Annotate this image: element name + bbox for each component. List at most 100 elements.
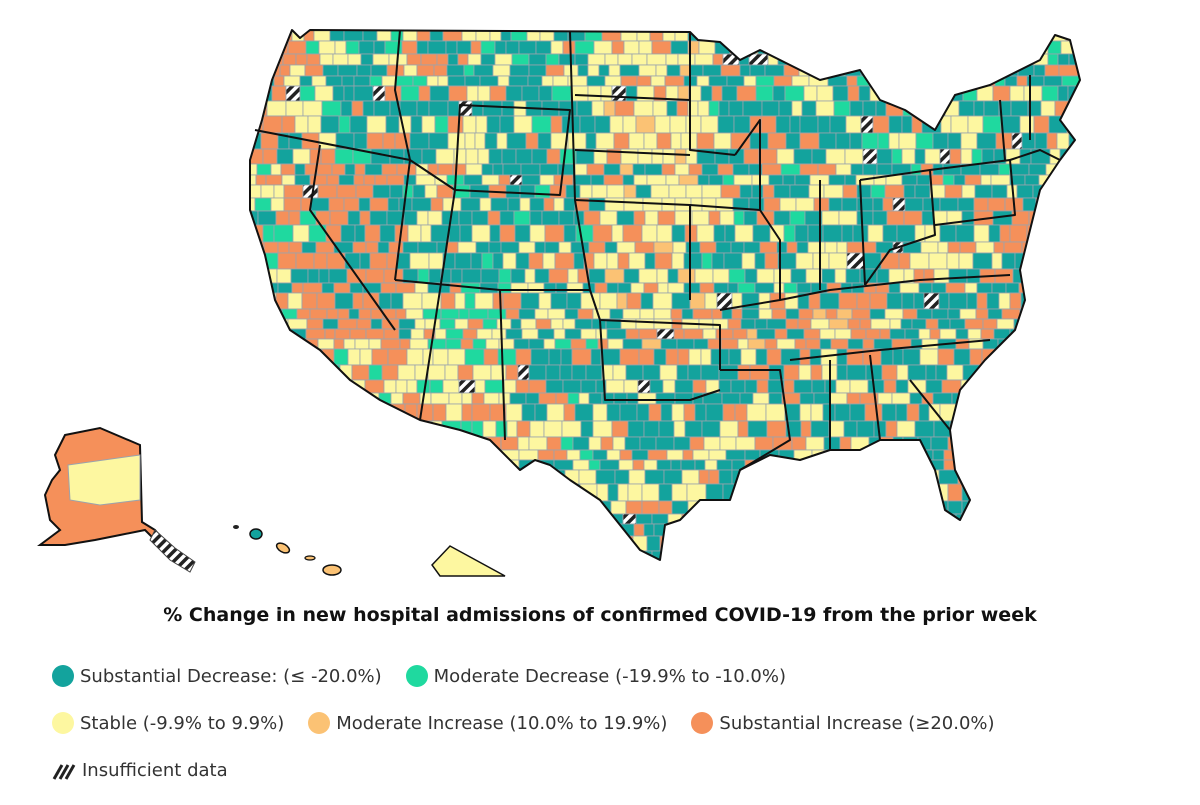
county-cell-substantial-decrease bbox=[276, 148, 294, 165]
county-cell-stable bbox=[478, 535, 493, 552]
county-cell-substantial-increase bbox=[692, 308, 713, 320]
county-cell-substantial-increase bbox=[847, 318, 861, 330]
county-cell-stable bbox=[257, 318, 270, 330]
county-cell-substantial-decrease bbox=[980, 364, 993, 381]
county-cell-moderate-increase bbox=[828, 318, 849, 330]
county-cell-stable bbox=[506, 420, 518, 438]
county-cell-stable bbox=[438, 459, 450, 471]
county-cell-substantial-decrease bbox=[364, 163, 383, 176]
county-cell-substantial-decrease bbox=[986, 292, 1000, 310]
county-cell-stable bbox=[430, 392, 450, 405]
county-cell-substantial-increase bbox=[883, 379, 897, 394]
county-cell-substantial-increase bbox=[878, 483, 893, 502]
county-cell-stable bbox=[580, 292, 601, 310]
county-cell-substantial-decrease bbox=[892, 513, 909, 525]
county-map bbox=[37, 29, 1081, 577]
county-cell-substantial-increase bbox=[864, 403, 883, 422]
county-cell-substantial-increase bbox=[292, 379, 312, 394]
county-cell-substantial-increase bbox=[516, 420, 531, 438]
county-cell-substantial-decrease bbox=[852, 224, 869, 243]
county-cell-insufficient bbox=[846, 252, 865, 270]
county-cell-stable bbox=[587, 85, 602, 102]
county-cell-substantial-decrease bbox=[974, 184, 993, 199]
county-cell-substantial-decrease bbox=[550, 292, 568, 310]
county-cell-stable bbox=[317, 338, 335, 350]
county-cell-stable bbox=[550, 318, 564, 330]
county-cell-substantial-decrease bbox=[553, 30, 569, 42]
county-cell-moderate-decrease bbox=[780, 163, 801, 176]
county-cell-stable bbox=[628, 132, 645, 150]
county-cell-stable bbox=[462, 115, 477, 134]
state-boundaries bbox=[249, 29, 1081, 561]
county-cell-substantial-decrease bbox=[907, 364, 927, 381]
county-cell-substantial-decrease bbox=[505, 40, 520, 55]
county-cell-substantial-decrease bbox=[574, 403, 594, 422]
county-cell-moderate-decrease bbox=[971, 148, 983, 165]
county-cell-substantial-decrease bbox=[644, 252, 656, 270]
county-cell-stable bbox=[489, 483, 504, 502]
county-cell-substantial-decrease bbox=[776, 241, 788, 254]
county-cell-stable bbox=[1043, 252, 1064, 270]
county-cell-substantial-decrease bbox=[585, 132, 597, 150]
county-cell-substantial-increase bbox=[670, 308, 683, 320]
county-cell-moderate-increase bbox=[677, 268, 696, 284]
county-cell-stable bbox=[489, 30, 502, 42]
county-cell-substantial-increase bbox=[404, 436, 417, 451]
county-cell-stable bbox=[696, 75, 710, 87]
county-cell-stable bbox=[518, 241, 536, 254]
county-cell-substantial-decrease bbox=[931, 308, 949, 320]
county-cell-moderate-decrease bbox=[560, 436, 574, 451]
county-cell-stable bbox=[641, 483, 660, 502]
county-cell-substantial-increase bbox=[541, 500, 559, 515]
county-cell-substantial-increase bbox=[917, 483, 935, 502]
county-cell-substantial-decrease bbox=[518, 40, 537, 55]
county-cell-substantial-decrease bbox=[875, 550, 891, 560]
county-cell-substantial-decrease bbox=[294, 174, 311, 186]
county-cell-substantial-decrease bbox=[446, 64, 465, 77]
county-cell-substantial-increase bbox=[1054, 523, 1073, 537]
county-cell-substantial-increase bbox=[402, 392, 421, 405]
county-cell-substantial-decrease bbox=[683, 252, 703, 270]
county-cell-substantial-decrease bbox=[340, 100, 353, 117]
county-cell-substantial-decrease bbox=[676, 364, 689, 381]
county-cell-substantial-increase bbox=[309, 308, 328, 320]
county-cell-stable bbox=[980, 174, 992, 186]
county-cell-moderate-decrease bbox=[497, 550, 509, 560]
county-cell-substantial-increase bbox=[344, 513, 365, 525]
county-cell-substantial-decrease bbox=[866, 469, 878, 485]
county-cell-stable bbox=[662, 148, 676, 165]
county-cell-substantial-increase bbox=[1012, 53, 1032, 66]
county-cell-substantial-decrease bbox=[1064, 459, 1080, 471]
county-cell-stable bbox=[578, 469, 597, 485]
county-cell-substantial-increase bbox=[250, 292, 263, 310]
county-cell-substantial-decrease bbox=[288, 132, 303, 150]
county-cell-stable bbox=[477, 85, 491, 102]
county-cell-insufficient bbox=[1079, 224, 1080, 243]
county-cell-substantial-decrease bbox=[725, 513, 739, 525]
county-cell-stable bbox=[551, 523, 566, 537]
county-cell-substantial-decrease bbox=[294, 163, 306, 176]
county-cell-substantial-decrease bbox=[574, 53, 589, 66]
county-cell-substantial-decrease bbox=[545, 379, 564, 394]
county-cell-substantial-increase bbox=[949, 53, 964, 66]
county-cell-stable bbox=[296, 449, 316, 461]
county-cell-substantial-decrease bbox=[623, 268, 640, 284]
county-cell-substantial-decrease bbox=[895, 379, 909, 394]
county-cell-substantial-increase bbox=[991, 364, 1003, 381]
county-cell-stable bbox=[307, 115, 322, 134]
county-cell-substantial-decrease bbox=[740, 318, 756, 330]
county-cell-substantial-increase bbox=[334, 328, 351, 340]
county-cell-substantial-decrease bbox=[932, 132, 949, 150]
county-cell-substantial-decrease bbox=[520, 292, 540, 310]
county-cell-substantial-increase bbox=[748, 523, 768, 537]
county-cell-substantial-decrease bbox=[935, 364, 948, 381]
county-cell-substantial-decrease bbox=[973, 100, 985, 117]
county-cell-moderate-decrease bbox=[434, 115, 449, 134]
county-cell-substantial-decrease bbox=[741, 308, 760, 320]
county-cell-substantial-increase bbox=[282, 53, 297, 66]
county-cell-substantial-decrease bbox=[987, 308, 1003, 320]
county-cell-substantial-decrease bbox=[869, 308, 886, 320]
county-cell-stable bbox=[952, 40, 967, 55]
county-cell-substantial-increase bbox=[1070, 449, 1080, 461]
county-cell-moderate-decrease bbox=[422, 459, 440, 471]
